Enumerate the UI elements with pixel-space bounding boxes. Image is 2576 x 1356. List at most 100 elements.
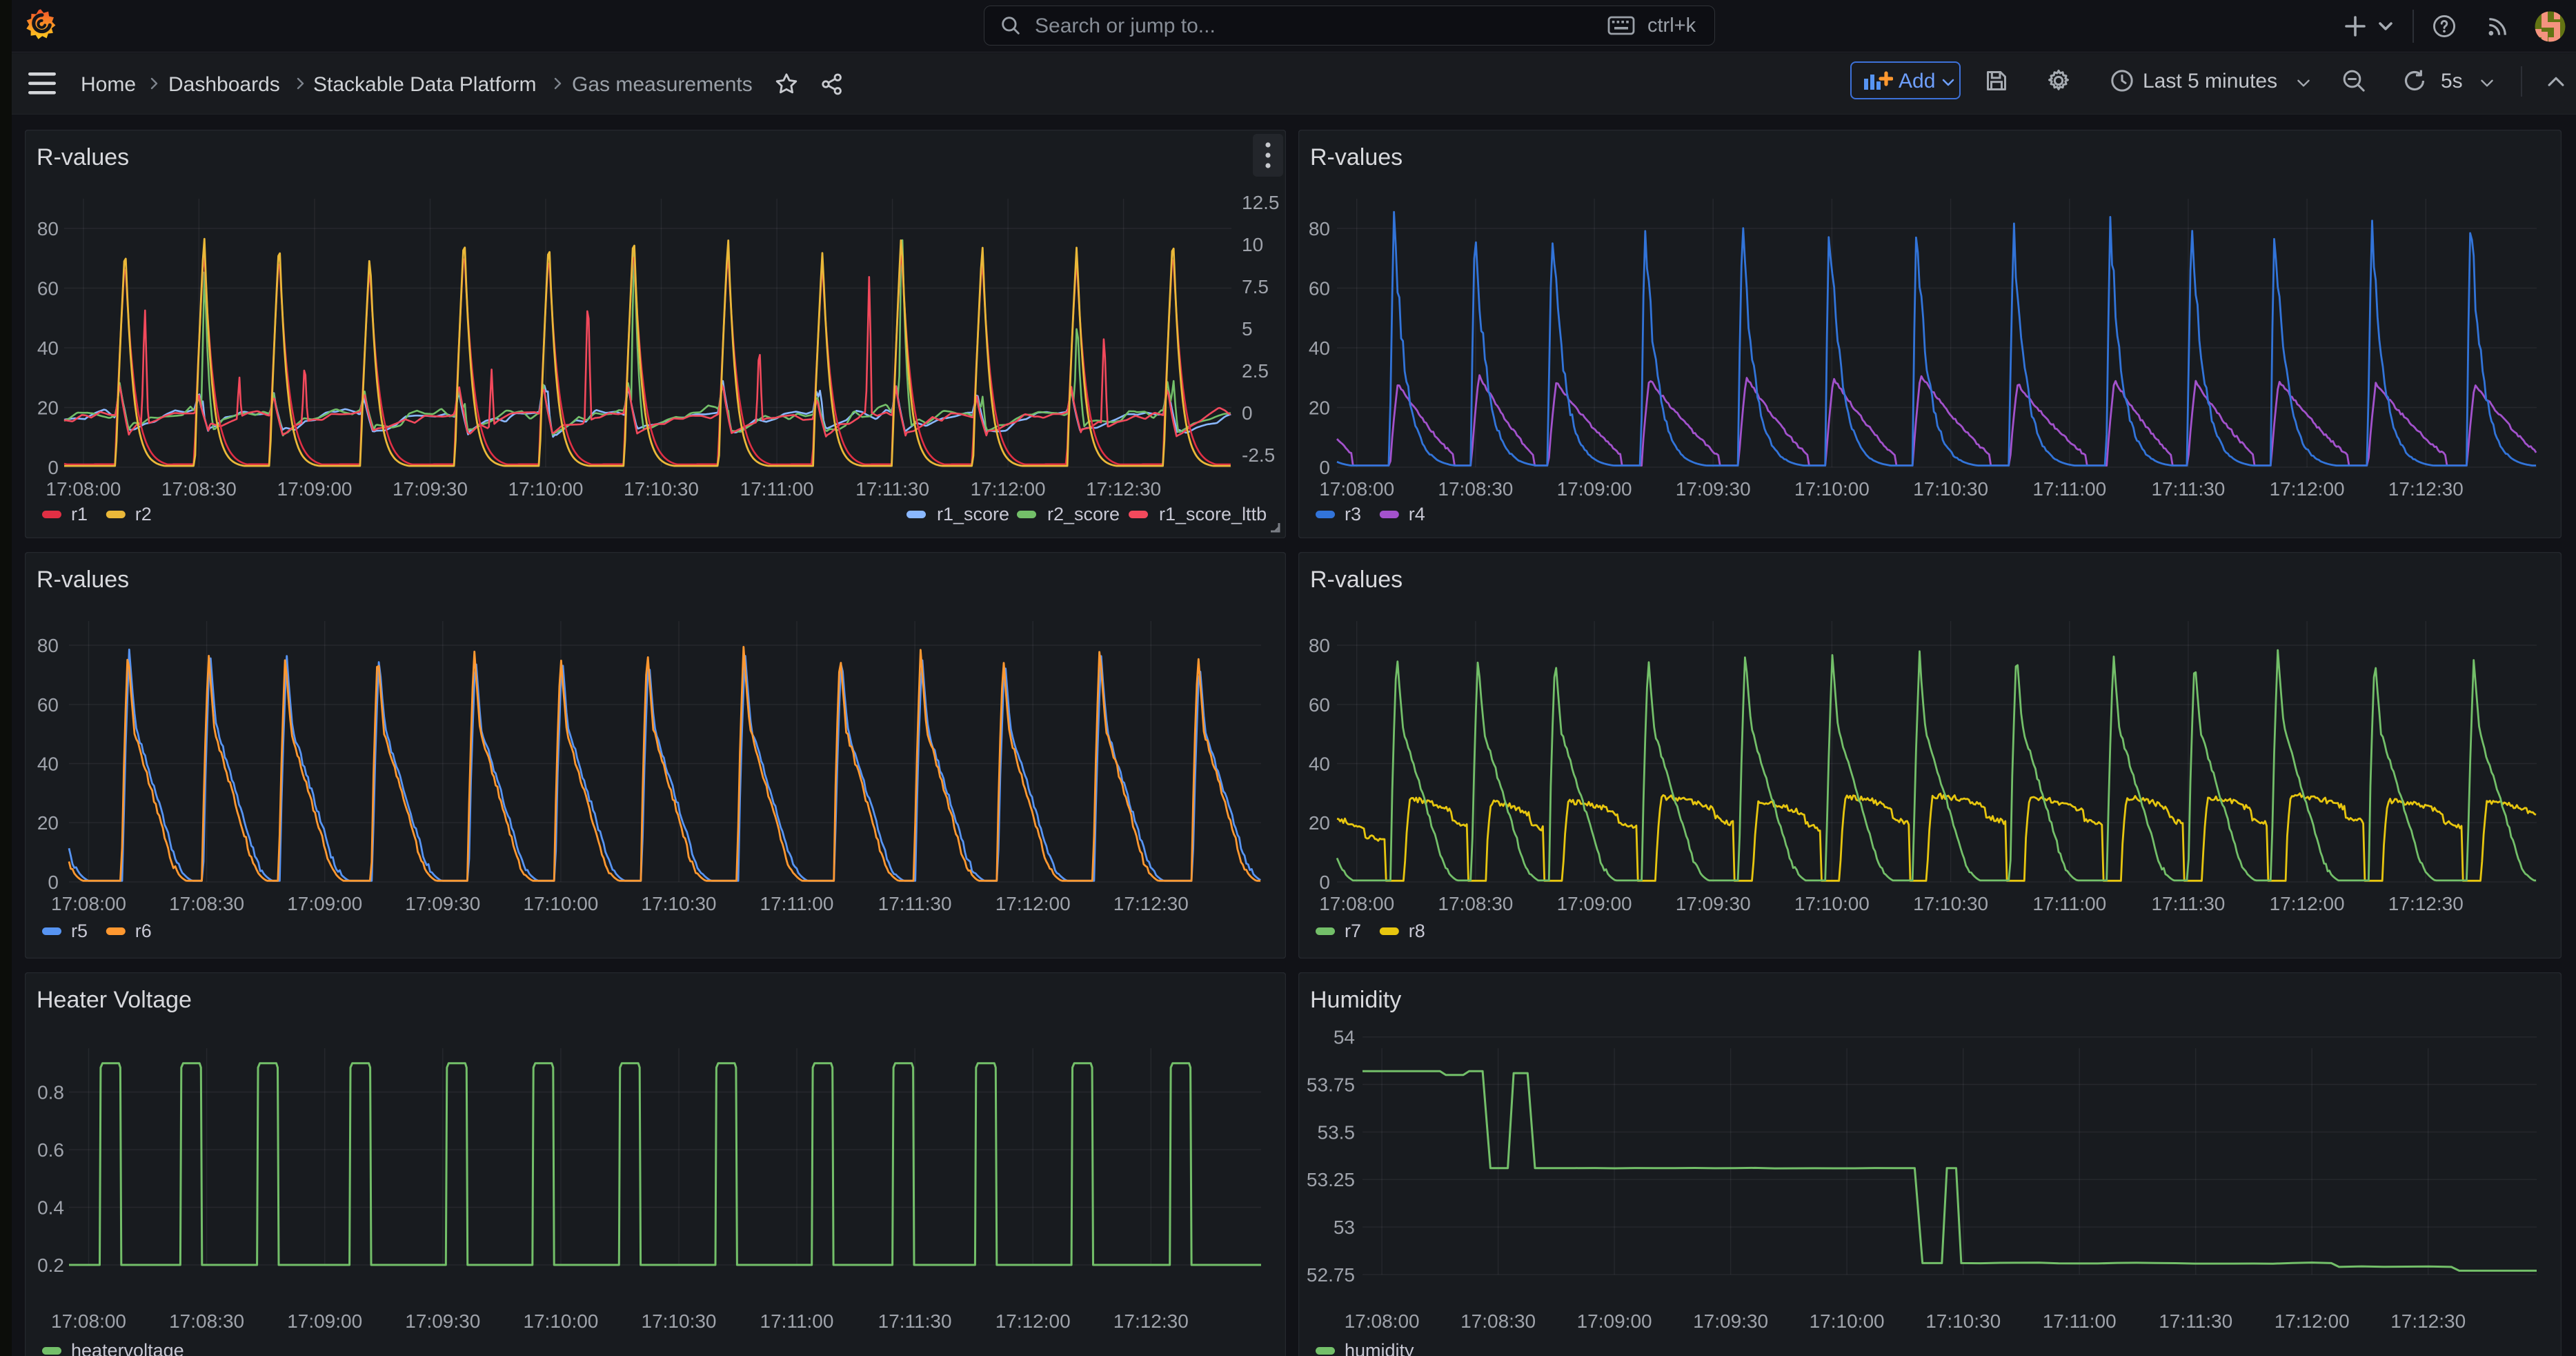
svg-text:17:09:30: 17:09:30 — [1693, 1310, 1768, 1332]
svg-text:17:11:30: 17:11:30 — [855, 478, 929, 500]
svg-text:17:12:00: 17:12:00 — [2270, 893, 2345, 914]
svg-text:17:09:30: 17:09:30 — [393, 478, 468, 500]
svg-text:80: 80 — [1309, 635, 1330, 656]
svg-text:40: 40 — [1309, 337, 1330, 359]
svg-text:54: 54 — [1334, 1027, 1355, 1048]
svg-text:40: 40 — [37, 337, 59, 359]
svg-text:17:12:00: 17:12:00 — [2275, 1310, 2350, 1332]
svg-text:0.6: 0.6 — [37, 1139, 64, 1161]
svg-text:60: 60 — [1309, 694, 1330, 716]
svg-text:17:09:00: 17:09:00 — [277, 478, 353, 500]
svg-text:17:11:00: 17:11:00 — [760, 893, 834, 914]
svg-text:17:10:00: 17:10:00 — [1794, 478, 1870, 500]
svg-text:17:12:30: 17:12:30 — [2390, 1310, 2466, 1332]
svg-text:17:09:00: 17:09:00 — [1577, 1310, 1652, 1332]
svg-text:17:10:00: 17:10:00 — [523, 1310, 598, 1332]
svg-text:17:08:30: 17:08:30 — [161, 478, 237, 500]
svg-text:12.5: 12.5 — [1242, 192, 1280, 213]
svg-text:R-values: R-values — [1310, 567, 1403, 593]
svg-text:0.4: 0.4 — [37, 1197, 64, 1219]
svg-text:17:11:30: 17:11:30 — [878, 893, 952, 914]
svg-text:17:08:00: 17:08:00 — [1345, 1310, 1420, 1332]
svg-text:60: 60 — [1309, 278, 1330, 299]
svg-text:7.5: 7.5 — [1242, 276, 1269, 297]
svg-text:17:12:00: 17:12:00 — [995, 1310, 1071, 1332]
svg-text:20: 20 — [37, 812, 59, 834]
svg-text:r7: r7 — [1345, 921, 1361, 941]
svg-text:0: 0 — [1319, 457, 1330, 478]
svg-text:r1: r1 — [71, 504, 88, 524]
svg-text:17:11:00: 17:11:00 — [740, 478, 814, 500]
svg-text:R-values: R-values — [1310, 144, 1403, 170]
svg-text:60: 60 — [37, 694, 59, 716]
svg-text:r2: r2 — [135, 504, 152, 524]
svg-text:17:10:00: 17:10:00 — [508, 478, 584, 500]
svg-text:17:08:00: 17:08:00 — [51, 1310, 126, 1332]
svg-text:17:12:30: 17:12:30 — [1113, 1310, 1189, 1332]
svg-text:humidity: humidity — [1345, 1340, 1414, 1356]
svg-text:17:11:00: 17:11:00 — [760, 1310, 834, 1332]
svg-text:17:11:00: 17:11:00 — [2043, 1310, 2117, 1332]
svg-text:17:09:30: 17:09:30 — [405, 1310, 480, 1332]
svg-text:17:08:30: 17:08:30 — [169, 893, 244, 914]
svg-text:r2_score: r2_score — [1047, 504, 1120, 524]
svg-text:17:08:30: 17:08:30 — [1438, 478, 1513, 500]
svg-text:17:10:30: 17:10:30 — [642, 1310, 717, 1332]
svg-text:53.75: 53.75 — [1307, 1074, 1355, 1096]
svg-text:60: 60 — [37, 278, 59, 299]
svg-text:17:12:00: 17:12:00 — [2270, 478, 2345, 500]
svg-text:2.5: 2.5 — [1242, 360, 1269, 382]
svg-text:17:09:00: 17:09:00 — [1557, 893, 1632, 914]
svg-text:17:11:30: 17:11:30 — [2151, 478, 2225, 500]
svg-text:80: 80 — [37, 218, 59, 239]
svg-text:17:11:30: 17:11:30 — [2151, 893, 2225, 914]
svg-text:17:12:30: 17:12:30 — [1113, 893, 1189, 914]
svg-text:r1_score: r1_score — [937, 504, 1009, 524]
svg-text:17:10:30: 17:10:30 — [624, 478, 699, 500]
svg-text:80: 80 — [1309, 218, 1330, 239]
svg-text:17:12:30: 17:12:30 — [2388, 478, 2464, 500]
svg-text:20: 20 — [37, 397, 59, 419]
svg-text:17:08:30: 17:08:30 — [1438, 893, 1513, 914]
svg-text:17:11:00: 17:11:00 — [2032, 478, 2106, 500]
svg-text:17:08:00: 17:08:00 — [46, 478, 121, 500]
svg-text:r8: r8 — [1409, 921, 1425, 941]
svg-text:80: 80 — [37, 635, 59, 656]
svg-text:0: 0 — [1242, 402, 1253, 424]
svg-text:17:09:00: 17:09:00 — [287, 893, 362, 914]
svg-text:17:12:00: 17:12:00 — [995, 893, 1071, 914]
svg-text:17:09:00: 17:09:00 — [1557, 478, 1632, 500]
svg-text:52.75: 52.75 — [1307, 1264, 1355, 1286]
svg-text:Heater Voltage: Heater Voltage — [37, 987, 192, 1013]
svg-text:Humidity: Humidity — [1310, 987, 1401, 1013]
svg-text:r1_score_lttb: r1_score_lttb — [1159, 504, 1267, 524]
svg-text:17:11:30: 17:11:30 — [878, 1310, 952, 1332]
svg-text:r5: r5 — [71, 921, 88, 941]
svg-text:17:10:00: 17:10:00 — [523, 893, 598, 914]
svg-text:53.25: 53.25 — [1307, 1169, 1355, 1190]
svg-text:17:12:00: 17:12:00 — [971, 478, 1046, 500]
svg-text:20: 20 — [1309, 397, 1330, 419]
svg-text:17:08:00: 17:08:00 — [1319, 893, 1394, 914]
svg-text:40: 40 — [37, 754, 59, 775]
svg-text:17:10:00: 17:10:00 — [1794, 893, 1870, 914]
svg-text:17:09:00: 17:09:00 — [287, 1310, 362, 1332]
svg-text:53.5: 53.5 — [1318, 1121, 1356, 1143]
svg-text:17:10:30: 17:10:30 — [1925, 1310, 2001, 1332]
svg-text:0: 0 — [1319, 872, 1330, 893]
svg-text:20: 20 — [1309, 812, 1330, 834]
svg-text:17:08:00: 17:08:00 — [1319, 478, 1394, 500]
svg-text:10: 10 — [1242, 234, 1263, 255]
svg-text:17:10:30: 17:10:30 — [1913, 893, 1988, 914]
svg-text:5: 5 — [1242, 318, 1253, 340]
svg-text:r6: r6 — [135, 921, 152, 941]
svg-text:-2.5: -2.5 — [1242, 444, 1275, 466]
svg-text:0: 0 — [48, 457, 59, 478]
svg-text:0.8: 0.8 — [37, 1082, 64, 1103]
svg-text:17:10:30: 17:10:30 — [642, 893, 717, 914]
svg-text:0.2: 0.2 — [37, 1255, 64, 1276]
svg-text:17:09:30: 17:09:30 — [1676, 893, 1751, 914]
svg-text:17:12:30: 17:12:30 — [2388, 893, 2464, 914]
svg-text:17:09:30: 17:09:30 — [405, 893, 480, 914]
svg-text:17:11:00: 17:11:00 — [2032, 893, 2106, 914]
